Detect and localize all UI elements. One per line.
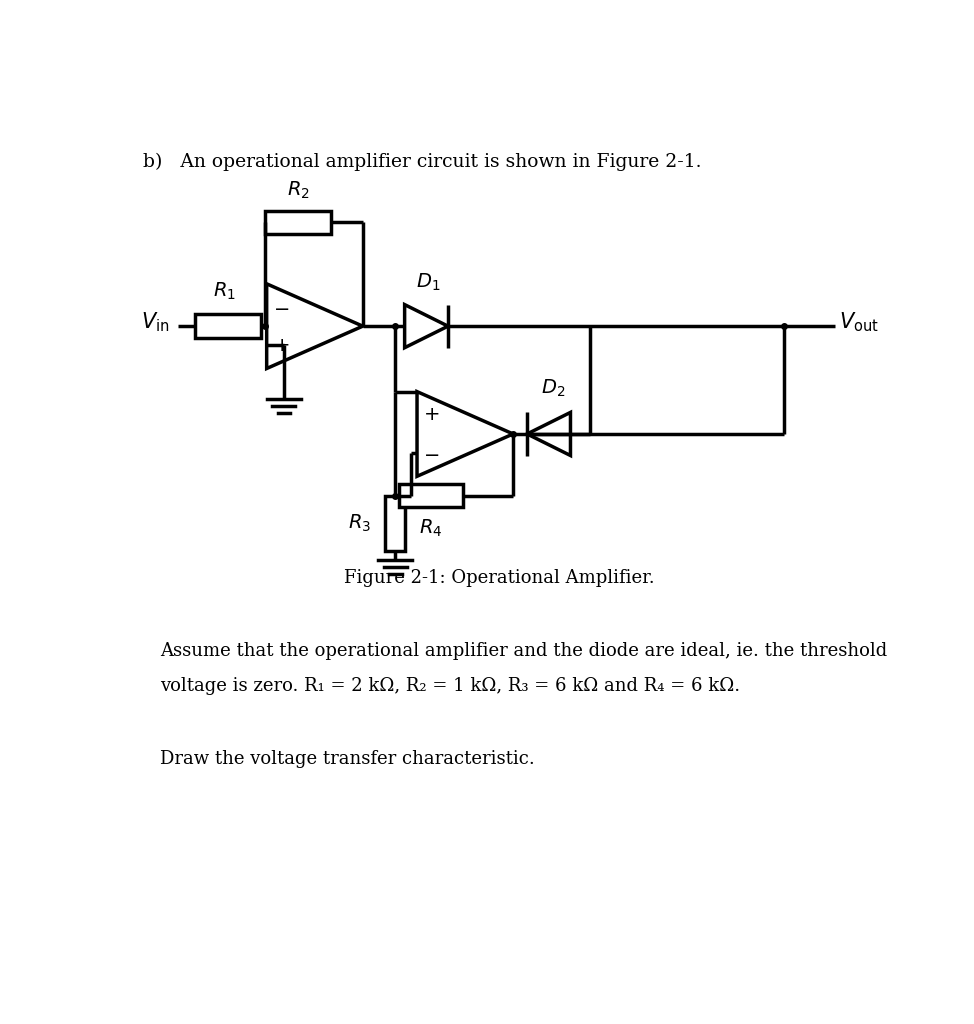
Text: b)   An operational amplifier circuit is shown in Figure 2-1.: b) An operational amplifier circuit is s… [143,153,702,171]
Text: $+$: $+$ [273,336,289,354]
Bar [265,211,331,233]
Polygon shape [417,391,513,476]
Text: $V_{\rm in}$: $V_{\rm in}$ [141,310,169,334]
Text: $-$: $-$ [424,443,439,463]
Bar [386,496,405,551]
Bar [399,484,463,507]
Text: Assume that the operational amplifier and the diode are ideal, ie. the threshold: Assume that the operational amplifier an… [161,642,887,659]
Text: $R_1$: $R_1$ [213,281,236,301]
Text: $V_{\rm out}$: $V_{\rm out}$ [839,310,879,334]
Text: $+$: $+$ [424,406,439,424]
Polygon shape [404,304,448,348]
Text: $R_3$: $R_3$ [348,513,371,534]
Text: $-$: $-$ [273,298,289,316]
Bar [196,313,261,339]
Text: $D_2$: $D_2$ [541,377,565,398]
Polygon shape [267,284,362,369]
Polygon shape [527,413,571,456]
Text: Draw the voltage transfer characteristic.: Draw the voltage transfer characteristic… [161,750,536,768]
Text: voltage is zero. R₁ = 2 kΩ, R₂ = 1 kΩ, R₃ = 6 kΩ and R₄ = 6 kΩ.: voltage is zero. R₁ = 2 kΩ, R₂ = 1 kΩ, R… [161,677,740,694]
Text: $R_4$: $R_4$ [419,518,442,540]
Text: Figure 2-1: Operational Amplifier.: Figure 2-1: Operational Amplifier. [344,568,655,587]
Text: $R_2$: $R_2$ [286,180,310,202]
Text: $D_1$: $D_1$ [416,271,440,293]
